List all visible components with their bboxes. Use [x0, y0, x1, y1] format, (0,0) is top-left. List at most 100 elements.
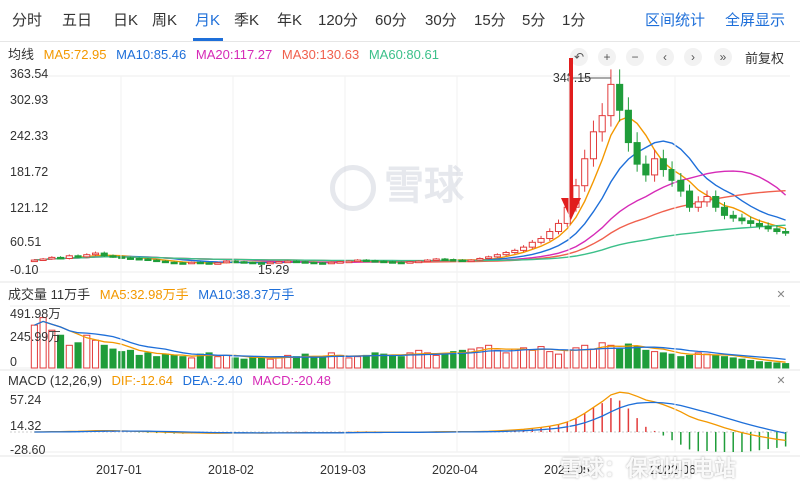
chevron-left-icon[interactable]: ‹	[656, 48, 674, 66]
candle-body	[275, 261, 283, 264]
macd-axis-label: -28.60	[10, 443, 45, 457]
ma30-legend: MA30:130.63	[281, 47, 360, 62]
close-macd-pane-icon[interactable]: ✕	[776, 375, 786, 387]
volume-bar	[205, 352, 213, 369]
candle-body	[782, 231, 790, 234]
volume-bar	[668, 353, 676, 369]
candle-body	[188, 261, 196, 265]
volume-bar	[703, 353, 711, 369]
zoom-out-icon[interactable]: −	[626, 48, 644, 66]
tab-0[interactable]: 分时	[12, 12, 43, 29]
volume-bar	[83, 334, 91, 369]
tab-9[interactable]: 30分	[425, 12, 457, 29]
price-axis-label: 242.33	[10, 129, 48, 143]
candle-body	[292, 260, 300, 264]
tab-10[interactable]: 15分	[474, 12, 506, 29]
adjust-mode-select[interactable]: 前复权	[745, 51, 785, 66]
candle-body	[161, 260, 169, 264]
volume-bar	[502, 352, 510, 369]
volume-bar	[109, 348, 117, 369]
volume-bar	[188, 357, 196, 369]
volume-bar	[362, 354, 370, 369]
candle-body	[528, 241, 536, 248]
candle-body	[633, 142, 641, 165]
volume-bar	[57, 334, 65, 369]
volume-bar	[415, 349, 423, 369]
candle-body	[144, 258, 152, 262]
volume-ma10-legend: MA10:38.37万手	[198, 287, 295, 302]
macd-dea-line	[34, 401, 786, 434]
macd-value-legend: MACD:-20.48	[252, 373, 331, 388]
ma-legend-label: 均线	[8, 47, 35, 62]
volume-bar	[747, 359, 755, 369]
ma60-legend: MA60:80.61	[368, 47, 439, 62]
volume-bar	[755, 361, 763, 369]
macd-title: MACD (12,26,9)	[8, 373, 102, 388]
chevron-end-icon[interactable]: »	[714, 48, 732, 66]
ma20-legend: MA20:117.27	[195, 47, 273, 62]
candle-body	[406, 261, 414, 264]
tab-11[interactable]: 5分	[522, 12, 546, 29]
volume-pane-title: 成交量 11万手 MA5:32.98万手 MA10:38.37万手	[8, 286, 300, 304]
candle-body	[48, 256, 56, 260]
candle-body	[266, 261, 274, 265]
volume-bar	[476, 347, 484, 369]
volume-bar	[179, 356, 187, 369]
volume-ma10-line	[34, 320, 786, 361]
volume-bar	[170, 354, 178, 369]
candle-body	[546, 231, 554, 240]
candle-body	[153, 259, 161, 263]
time-axis-label: 2021-05	[544, 463, 590, 477]
candle-body	[362, 259, 370, 263]
candle-body	[336, 261, 344, 264]
candle-body	[91, 252, 100, 256]
volume-bar	[441, 353, 449, 369]
volume-bar	[126, 349, 135, 369]
price-axis-label: -0.10	[10, 263, 39, 277]
candle-body	[537, 238, 545, 243]
tab-1[interactable]: 五日	[62, 12, 93, 29]
candle-body	[135, 257, 143, 261]
volume-bar	[266, 358, 274, 369]
candle-body	[712, 195, 720, 208]
tab-8[interactable]: 60分	[375, 12, 407, 29]
candle-body	[520, 246, 528, 251]
volume-bar	[388, 354, 397, 369]
tab-5[interactable]: 季K	[234, 12, 260, 29]
tab-2[interactable]: 日K	[113, 12, 139, 29]
tab-3[interactable]: 周K	[152, 12, 178, 29]
ma10-legend: MA10:85.46	[116, 47, 187, 62]
tab-4[interactable]: 月K	[195, 12, 221, 29]
macd-pane-title: MACD (12,26,9) DIF:-12.64 DEA:-2.40 MACD…	[8, 372, 337, 390]
volume-bar	[467, 348, 475, 369]
candle-body	[83, 254, 91, 258]
volume-bar	[712, 354, 720, 369]
volume-bar	[458, 349, 466, 369]
candle-body	[729, 214, 737, 219]
range-stats-button[interactable]: 区间统计	[645, 12, 706, 29]
candle-body	[485, 256, 493, 259]
tab-12[interactable]: 1分	[562, 12, 586, 29]
volume-bar	[493, 349, 501, 369]
low-price-label: 15.29	[258, 263, 289, 277]
volume-bar	[327, 352, 335, 369]
candle-body	[345, 260, 353, 264]
candle-body	[118, 256, 126, 259]
candle-body	[30, 259, 38, 263]
candle-body	[668, 169, 676, 181]
volume-axis-label: 491.98万	[10, 307, 61, 321]
candle-body	[432, 258, 440, 262]
reset-icon[interactable]: ↶	[570, 48, 588, 66]
tab-7[interactable]: 120分	[318, 12, 359, 29]
volume-axis-label: 0	[10, 355, 17, 369]
zoom-in-icon[interactable]: +	[598, 48, 616, 66]
volume-bar	[222, 354, 231, 369]
fullscreen-button[interactable]: 全屏显示	[725, 12, 786, 29]
close-volume-pane-icon[interactable]: ✕	[776, 289, 786, 301]
candle-body	[415, 260, 423, 264]
tab-6[interactable]: 年K	[277, 12, 303, 29]
candle-body	[327, 261, 335, 265]
volume-bar	[240, 358, 248, 369]
chevron-right-icon[interactable]: ›	[684, 48, 702, 66]
